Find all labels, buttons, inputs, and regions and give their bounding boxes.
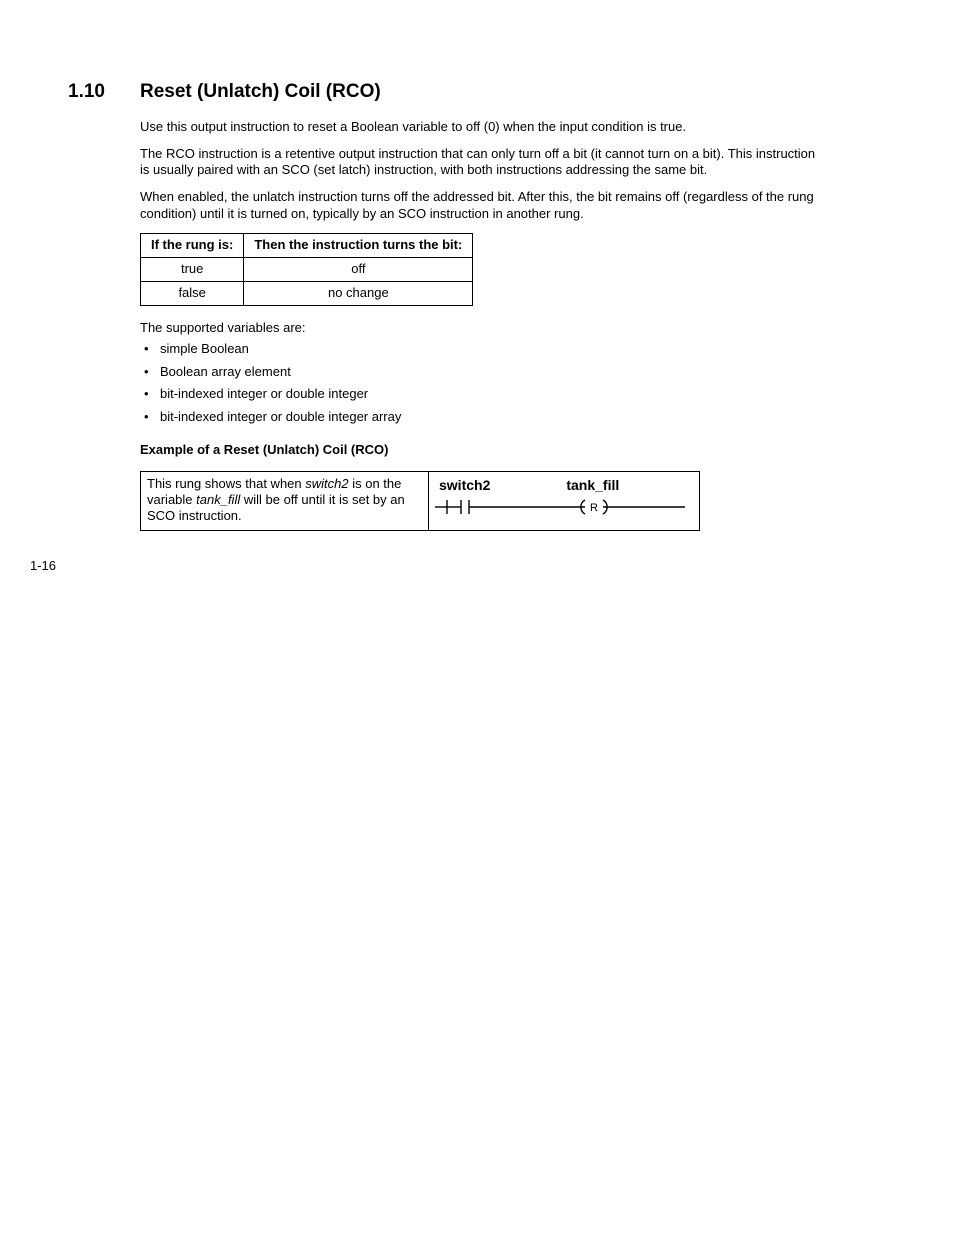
example-text-switch: switch2 (305, 476, 348, 491)
label-tank: tank_fill (566, 476, 619, 494)
section-number: 1.10 (68, 80, 140, 105)
paragraph-2: The RCO instruction is a retentive outpu… (140, 146, 820, 180)
paragraph-3: When enabled, the unlatch instruction tu… (140, 189, 820, 223)
ladder-labels: switch2 tank_fill (435, 476, 693, 494)
rung-table: If the rung is: Then the instruction tur… (140, 233, 473, 306)
example-diagram: switch2 tank_fill (429, 472, 699, 530)
list-item: Boolean array element (140, 364, 820, 381)
example-text: This rung shows that when switch2 is on … (141, 472, 429, 530)
coil-letter: R (590, 502, 598, 514)
page: 1.10 Reset (Unlatch) Coil (RCO) Use this… (0, 0, 954, 1235)
example-text-tank: tank_fill (196, 492, 240, 507)
table-row: false no change (141, 281, 473, 305)
table-cell: off (244, 258, 473, 282)
section-heading: 1.10 Reset (Unlatch) Coil (RCO) (68, 80, 886, 105)
vars-intro: The supported variables are: (140, 320, 820, 337)
table-header-row: If the rung is: Then the instruction tur… (141, 234, 473, 258)
example-box: This rung shows that when switch2 is on … (140, 471, 700, 531)
label-switch: switch2 (439, 476, 490, 494)
page-number: 1-16 (30, 558, 56, 575)
table-cell: true (141, 258, 244, 282)
example-text-pre: This rung shows that when (147, 476, 305, 491)
content-block: Use this output instruction to reset a B… (140, 119, 820, 531)
table-header-1: If the rung is: (141, 234, 244, 258)
table-cell: false (141, 281, 244, 305)
table-header-2: Then the instruction turns the bit: (244, 234, 473, 258)
section-title: Reset (Unlatch) Coil (RCO) (140, 80, 381, 105)
table-row: true off (141, 258, 473, 282)
list-item: bit-indexed integer or double integer (140, 386, 820, 403)
example-heading: Example of a Reset (Unlatch) Coil (RCO) (140, 442, 820, 459)
ladder-diagram-icon: R (435, 496, 685, 518)
vars-list: simple Boolean Boolean array element bit… (140, 341, 820, 427)
list-item: simple Boolean (140, 341, 820, 358)
list-item: bit-indexed integer or double integer ar… (140, 409, 820, 426)
paragraph-1: Use this output instruction to reset a B… (140, 119, 820, 136)
table-cell: no change (244, 281, 473, 305)
